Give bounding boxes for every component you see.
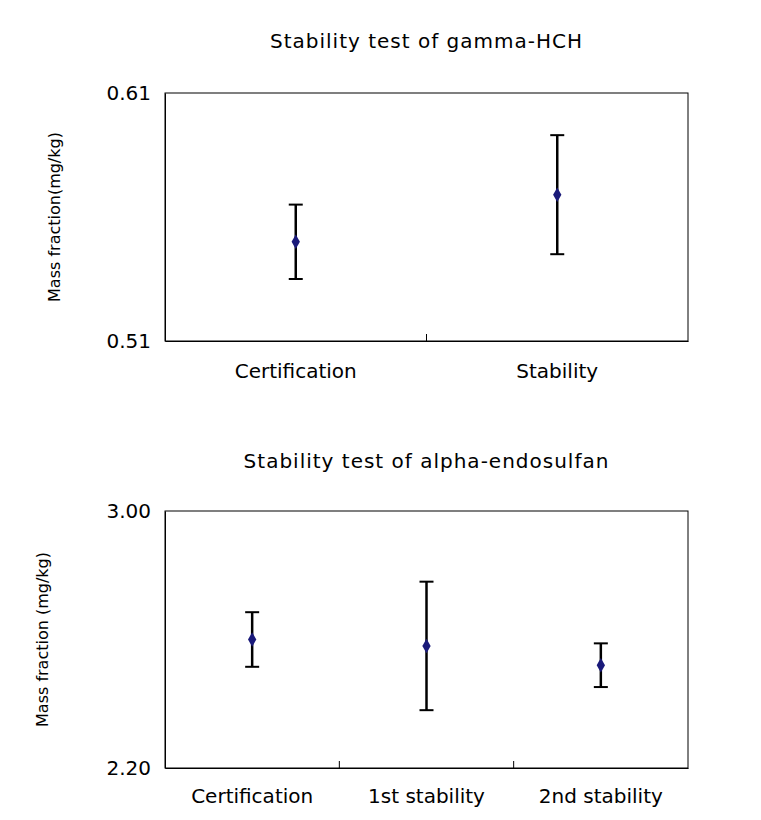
x-axis-line <box>166 341 689 342</box>
chart-panel: Stability test of alpha-endosulfan 2.20 3.… <box>33 449 689 808</box>
plot-frame <box>165 93 688 341</box>
x-tick-label: 2nd stability <box>539 784 663 808</box>
y-tick-label: 2.20 <box>106 756 151 780</box>
x-tick: Stability <box>516 341 598 383</box>
y-axis-title: Mass fraction (mg/kg) <box>33 552 52 727</box>
y-axis: 0.51 0.61 <box>106 81 165 353</box>
x-axis: Certification 1st stability 2nd stability <box>166 768 689 808</box>
x-tick-label: Stability <box>516 359 598 383</box>
x-tick: Certification <box>191 768 313 808</box>
error-bar-cap <box>550 134 564 136</box>
data-point <box>248 632 256 646</box>
chart-title: Stability test of alpha-endosulfan <box>244 449 610 473</box>
error-bar-cap <box>594 642 608 644</box>
y-axis: 2.20 3.00 <box>106 499 165 780</box>
error-bar <box>420 582 434 711</box>
y-axis-line <box>165 512 166 769</box>
error-bar-cap <box>420 709 434 711</box>
error-bar-cap <box>420 581 434 583</box>
x-tick-label: Certification <box>191 784 313 808</box>
category-separator <box>513 761 514 768</box>
x-axis-line <box>166 768 689 769</box>
y-tick-label: 3.00 <box>106 499 151 523</box>
y-tick: 2.20 <box>106 756 165 780</box>
data-point <box>422 639 430 653</box>
x-tick: Certification <box>235 341 357 383</box>
x-tick: 2nd stability <box>539 768 663 808</box>
error-bar-cap <box>594 686 608 688</box>
error-bar-cap <box>289 204 303 206</box>
category-separator <box>339 761 340 768</box>
x-axis: Certification Stability <box>166 341 689 383</box>
x-tick-label: Certification <box>235 359 357 383</box>
error-bar-cap <box>289 278 303 280</box>
plot-marks <box>289 135 565 279</box>
data-point <box>597 658 605 672</box>
data-point <box>292 235 300 249</box>
y-tick: 0.51 <box>106 329 165 353</box>
y-tick: 3.00 <box>106 499 165 523</box>
plot-frame <box>165 511 688 768</box>
error-bar-cap <box>245 666 259 668</box>
error-bar <box>594 643 608 687</box>
category-separator <box>426 334 427 341</box>
y-axis-title: Mass fraction(mg/kg) <box>45 132 64 302</box>
data-point <box>553 187 561 201</box>
error-bar <box>550 135 564 254</box>
y-tick-label: 0.61 <box>106 81 151 105</box>
error-bar-cap <box>245 611 259 613</box>
y-tick-label: 0.51 <box>106 329 151 353</box>
chart-canvas: Stability test of gamma-HCH 0.51 0.61 Mass … <box>0 0 761 820</box>
error-bar <box>245 612 259 667</box>
error-bar <box>289 205 303 279</box>
chart-title: Stability test of gamma-HCH <box>270 29 583 53</box>
x-tick: 1st stability <box>368 768 485 808</box>
y-tick: 0.61 <box>106 81 165 105</box>
chart-panel: Stability test of gamma-HCH 0.51 0.61 Mass … <box>45 29 689 383</box>
y-axis-line <box>165 94 166 342</box>
x-tick-label: 1st stability <box>368 784 485 808</box>
error-bar-cap <box>550 253 564 255</box>
plot-marks <box>245 582 608 711</box>
